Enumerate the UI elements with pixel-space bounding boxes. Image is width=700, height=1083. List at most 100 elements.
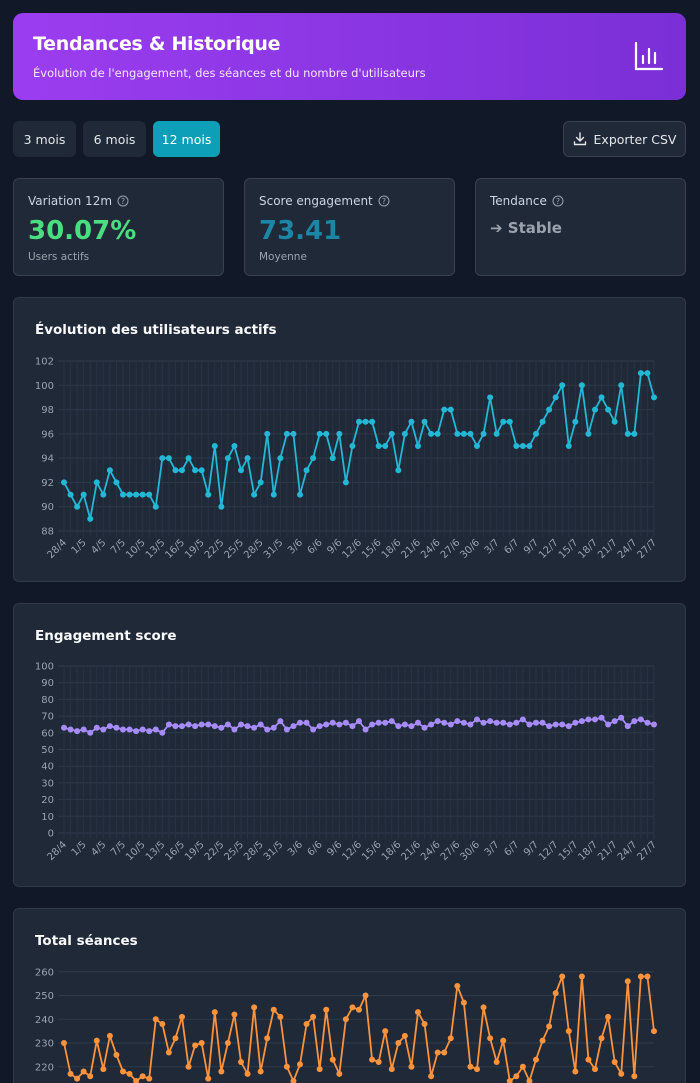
point (290, 430, 297, 437)
point (644, 719, 651, 726)
y-tick-label: 20 (41, 795, 54, 806)
point (585, 430, 592, 437)
point (231, 443, 238, 449)
y-tick-label: 240 (35, 1015, 54, 1026)
x-tick-label: 4/5 (89, 839, 108, 858)
x-tick-label: 18/6 (380, 839, 404, 863)
point (362, 726, 369, 733)
point (434, 718, 441, 725)
point (592, 716, 598, 723)
point (192, 1042, 199, 1049)
point (179, 1013, 185, 1020)
point (644, 370, 651, 377)
x-tick-label: 19/5 (183, 839, 207, 863)
chart-icon (634, 41, 664, 71)
x-tick-label: 3/6 (286, 537, 305, 556)
point (251, 491, 258, 498)
y-tick-label: 0 (48, 829, 54, 840)
point (428, 1073, 435, 1080)
point (231, 1011, 238, 1018)
point (487, 718, 494, 725)
point (356, 1006, 362, 1013)
point (100, 726, 107, 733)
point (329, 719, 336, 726)
point (297, 1061, 303, 1068)
point (401, 1032, 408, 1039)
point (61, 479, 67, 486)
point (270, 1006, 277, 1013)
y-tick-label: 90 (41, 502, 54, 513)
point (270, 724, 277, 731)
help-icon[interactable]: ? (378, 195, 390, 207)
point (474, 443, 480, 449)
x-tick-label: 1/5 (70, 537, 89, 556)
point (224, 455, 231, 462)
point (624, 978, 631, 985)
point (218, 724, 225, 731)
point (244, 1070, 251, 1077)
point (539, 1037, 546, 1044)
x-tick-label: 1/5 (70, 839, 89, 858)
point (133, 1078, 140, 1083)
point (185, 1063, 192, 1070)
x-tick-label: 21/7 (596, 537, 620, 561)
x-tick-label: 3/6 (286, 839, 305, 858)
point (533, 719, 539, 726)
point (133, 491, 140, 498)
point (552, 394, 559, 401)
point (572, 418, 579, 425)
y-tick-label: 220 (35, 1062, 54, 1073)
point (257, 479, 264, 486)
help-icon[interactable]: ? (552, 195, 564, 207)
point (87, 515, 94, 522)
y-tick-label: 90 (41, 678, 54, 689)
point (139, 1073, 146, 1080)
point (277, 1013, 284, 1020)
point (480, 1004, 487, 1011)
header: Tendances & Historique Évolution de l'en… (13, 13, 686, 100)
tab[interactable]: 3 mois (13, 121, 76, 157)
point (487, 1035, 494, 1042)
point (179, 467, 185, 474)
point (611, 418, 618, 425)
point (185, 721, 192, 728)
point (146, 1075, 153, 1082)
point (133, 728, 140, 735)
point (421, 418, 428, 425)
point (624, 430, 631, 437)
x-tick-label: 10/5 (124, 537, 148, 561)
point (159, 455, 166, 462)
point (172, 467, 179, 474)
x-tick-label: 31/5 (262, 537, 286, 561)
point (467, 430, 474, 437)
point (605, 721, 612, 728)
point (185, 455, 192, 462)
point (467, 1063, 474, 1070)
point (388, 1066, 395, 1073)
point (447, 1035, 454, 1042)
help-icon[interactable]: ? (117, 195, 129, 207)
point (310, 726, 317, 733)
point (605, 1013, 612, 1020)
x-tick-label: 24/6 (419, 839, 443, 863)
point (356, 718, 362, 725)
tab[interactable]: 6 mois (83, 121, 146, 157)
tab-active[interactable]: 12 mois (153, 121, 220, 157)
export-button[interactable]: Exporter CSV (563, 121, 686, 157)
point (441, 406, 448, 413)
point (421, 1021, 428, 1027)
point (152, 1016, 159, 1023)
stat-card: Tendance? ➔ Stable (475, 178, 686, 276)
point (624, 723, 631, 730)
x-tick-label: 15/6 (360, 839, 384, 863)
point (231, 726, 238, 733)
point (651, 1028, 657, 1035)
point (277, 718, 284, 725)
x-tick-label: 10/5 (124, 839, 148, 863)
point (264, 1035, 271, 1042)
x-tick-label: 6/7 (502, 537, 521, 556)
y-tick-label: 260 (35, 967, 54, 978)
point (310, 1013, 317, 1020)
point (113, 479, 120, 486)
point (598, 714, 605, 721)
